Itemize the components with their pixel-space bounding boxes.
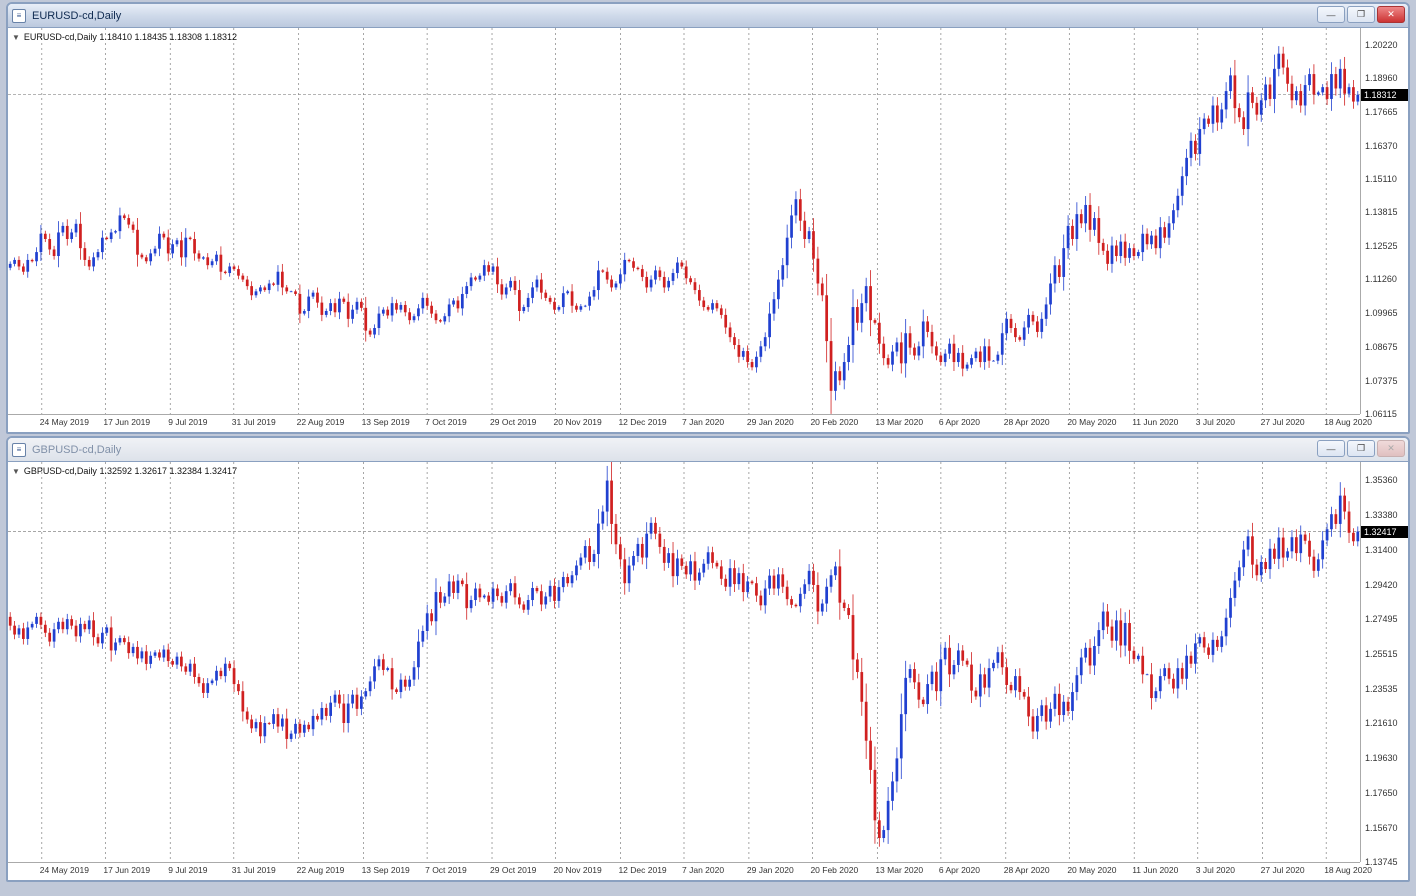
time-tick: 7 Oct 2019 [425,865,467,875]
price-tick: 1.25515 [1365,649,1398,659]
chart-body[interactable]: ▼ EURUSD-cd,Daily 1.18410 1.18435 1.18308… [8,28,1408,432]
price-axis: 1.137451.156701.176501.196301.216101.235… [1360,462,1408,862]
time-tick: 27 Jul 2020 [1261,417,1305,427]
time-tick: 20 May 2020 [1067,417,1116,427]
time-tick: 24 May 2019 [40,417,89,427]
price-tick: 1.09965 [1365,308,1398,318]
window-title: GBPUSD-cd,Daily [32,444,121,456]
maximize-button[interactable]: ❐ [1347,440,1375,457]
time-tick: 13 Mar 2020 [875,865,923,875]
time-tick: 29 Jan 2020 [747,417,794,427]
ohlc-text: GBPUSD-cd,Daily 1.32592 1.32617 1.32384 … [24,466,237,476]
plot-area[interactable] [8,462,1360,862]
price-tick: 1.11260 [1365,274,1397,284]
time-tick: 22 Aug 2019 [297,865,345,875]
time-tick: 20 May 2020 [1067,865,1116,875]
time-tick: 13 Mar 2020 [875,417,923,427]
price-axis: 1.061151.073751.086751.099651.112601.125… [1360,28,1408,414]
time-tick: 6 Apr 2020 [939,865,980,875]
price-tick: 1.17650 [1365,788,1398,798]
price-tick: 1.08675 [1365,342,1398,352]
time-tick: 27 Jul 2020 [1261,865,1305,875]
time-tick: 24 May 2019 [40,865,89,875]
time-tick: 12 Dec 2019 [618,865,666,875]
close-button[interactable]: ✕ [1377,6,1405,23]
price-tick: 1.15110 [1365,174,1397,184]
price-tick: 1.07375 [1365,376,1398,386]
window-title: EURUSD-cd,Daily [32,10,121,22]
time-tick: 7 Oct 2019 [425,417,467,427]
current-price-marker: 1.18312 [1361,89,1408,101]
titlebar[interactable]: ≡ GBPUSD-cd,Daily —❐✕ [8,438,1408,462]
time-tick: 11 Jun 2020 [1132,417,1178,427]
price-tick: 1.31400 [1365,545,1398,555]
time-tick: 20 Nov 2019 [554,865,602,875]
time-tick: 6 Apr 2020 [939,417,980,427]
time-tick: 17 Jun 2019 [103,865,150,875]
time-axis: 24 May 2019 17 Jun 2019 9 Jul 2019 31 Jul 2… [8,862,1360,880]
ohlc-label: ▼ EURUSD-cd,Daily 1.18410 1.18435 1.18308… [12,32,237,42]
time-tick: 7 Jan 2020 [682,865,724,875]
time-tick: 12 Dec 2019 [618,417,666,427]
time-tick: 13 Sep 2019 [362,865,410,875]
titlebar[interactable]: ≡ EURUSD-cd,Daily —❐✕ [8,4,1408,28]
gbpusd-window: ≡ GBPUSD-cd,Daily —❐✕ ▼ GBPUSD-cd,Daily 1.32… [6,436,1410,882]
plot-area[interactable] [8,28,1360,414]
chart-body[interactable]: ▼ GBPUSD-cd,Daily 1.32592 1.32617 1.32384… [8,462,1408,880]
time-tick: 7 Jan 2020 [682,417,724,427]
time-tick: 17 Jun 2019 [103,417,150,427]
price-tick: 1.21610 [1365,718,1398,728]
time-tick: 3 Jul 2020 [1196,865,1235,875]
dropdown-icon[interactable]: ▼ [12,467,20,476]
chart-icon: ≡ [12,9,26,23]
time-tick: 29 Oct 2019 [490,865,536,875]
time-tick: 11 Jun 2020 [1132,865,1178,875]
time-tick: 28 Apr 2020 [1004,865,1050,875]
price-tick: 1.29420 [1365,580,1398,590]
close-button[interactable]: ✕ [1377,440,1405,457]
time-tick: 28 Apr 2020 [1004,417,1050,427]
time-tick: 20 Nov 2019 [554,417,602,427]
time-tick: 31 Jul 2019 [232,865,276,875]
time-tick: 13 Sep 2019 [362,417,410,427]
price-tick: 1.16370 [1365,141,1398,151]
time-tick: 29 Jan 2020 [747,865,794,875]
time-tick: 20 Feb 2020 [810,417,858,427]
minimize-button[interactable]: — [1317,440,1345,457]
time-tick: 20 Feb 2020 [810,865,858,875]
time-tick: 22 Aug 2019 [297,417,345,427]
price-tick: 1.23535 [1365,684,1398,694]
current-price-marker: 1.32417 [1361,526,1408,538]
maximize-button[interactable]: ❐ [1347,6,1375,23]
price-tick: 1.27495 [1365,614,1398,624]
price-tick: 1.33380 [1365,510,1398,520]
price-tick: 1.17665 [1365,107,1398,117]
price-tick: 1.19630 [1365,753,1398,763]
price-tick: 1.35360 [1365,475,1398,485]
time-tick: 9 Jul 2019 [168,417,207,427]
price-tick: 1.13815 [1365,207,1398,217]
time-tick: 29 Oct 2019 [490,417,536,427]
eurusd-window: ≡ EURUSD-cd,Daily —❐✕ ▼ EURUSD-cd,Daily 1.18… [6,2,1410,434]
time-tick: 18 Aug 2020 [1324,417,1372,427]
time-axis: 24 May 2019 17 Jun 2019 9 Jul 2019 31 Jul 2… [8,414,1360,432]
time-tick: 31 Jul 2019 [232,417,276,427]
price-tick: 1.15670 [1365,823,1398,833]
price-tick: 1.12525 [1365,241,1398,251]
minimize-button[interactable]: — [1317,6,1345,23]
time-tick: 3 Jul 2020 [1196,417,1235,427]
chart-icon: ≡ [12,443,26,457]
ohlc-text: EURUSD-cd,Daily 1.18410 1.18435 1.18308 … [24,32,237,42]
dropdown-icon[interactable]: ▼ [12,33,20,42]
time-tick: 9 Jul 2019 [168,865,207,875]
price-tick: 1.20220 [1365,40,1398,50]
ohlc-label: ▼ GBPUSD-cd,Daily 1.32592 1.32617 1.32384… [12,466,237,476]
time-tick: 18 Aug 2020 [1324,865,1372,875]
price-tick: 1.18960 [1365,73,1398,83]
